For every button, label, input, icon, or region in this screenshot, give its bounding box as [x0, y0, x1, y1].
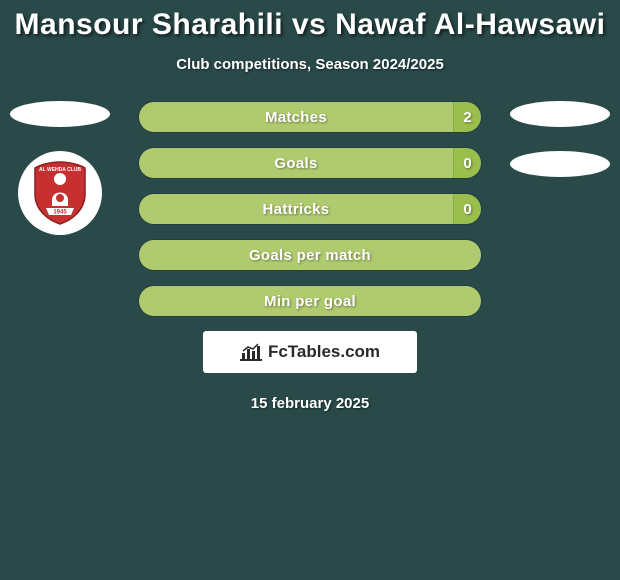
club-badge-left: 1945 AL WEHDA CLUB — [18, 151, 102, 235]
stat-label: Min per goal — [139, 286, 481, 316]
stats-list: Matches2Goals0Hattricks0Goals per matchM… — [138, 101, 482, 317]
right-player-col — [510, 101, 610, 201]
stat-label: Goals — [139, 148, 453, 178]
player-name-ellipse-left — [10, 101, 110, 127]
shield-icon: 1945 AL WEHDA CLUB — [32, 160, 88, 226]
badge-year: 1945 — [53, 210, 67, 216]
stat-row: Matches2 — [138, 101, 482, 133]
stat-right-value: 0 — [453, 194, 481, 224]
stat-label: Hattricks — [139, 194, 453, 224]
svg-text:AL WEHDA CLUB: AL WEHDA CLUB — [39, 167, 81, 173]
stat-right-value: 0 — [453, 148, 481, 178]
player-name-ellipse-right-2 — [510, 151, 610, 177]
subtitle: Club competitions, Season 2024/2025 — [0, 56, 620, 73]
stat-row: Goals0 — [138, 147, 482, 179]
branding-text: FcTables.com — [268, 342, 380, 362]
branding[interactable]: FcTables.com — [203, 331, 417, 373]
comparison-card: Mansour Sharahili vs Nawaf Al-Hawsawi Cl… — [0, 0, 620, 412]
left-player-col: 1945 AL WEHDA CLUB — [10, 101, 110, 235]
stat-right-value: 2 — [453, 102, 481, 132]
main-area: 1945 AL WEHDA CLUB Matches2Goals0Hattric… — [0, 101, 620, 412]
date-text: 15 february 2025 — [0, 395, 620, 412]
page-title: Mansour Sharahili vs Nawaf Al-Hawsawi — [0, 8, 620, 42]
player-name-ellipse-right-1 — [510, 101, 610, 127]
stat-row: Hattricks0 — [138, 193, 482, 225]
stat-label: Matches — [139, 102, 453, 132]
stat-label: Goals per match — [139, 240, 481, 270]
stat-row: Min per goal — [138, 285, 482, 317]
chart-icon — [240, 343, 262, 361]
stat-row: Goals per match — [138, 239, 482, 271]
